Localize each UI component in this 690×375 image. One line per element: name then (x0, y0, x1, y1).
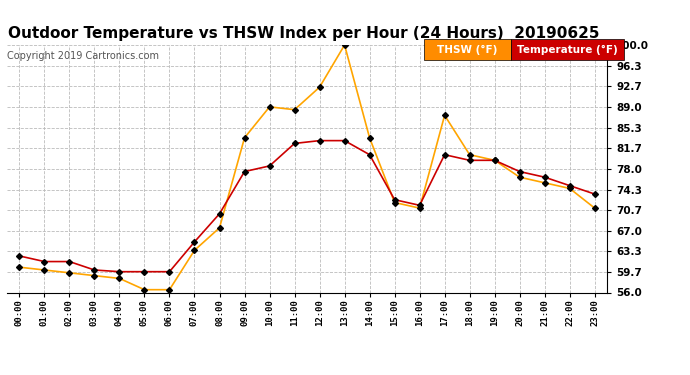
Text: Temperature (°F): Temperature (°F) (517, 45, 618, 55)
Text: Copyright 2019 Cartronics.com: Copyright 2019 Cartronics.com (7, 51, 159, 61)
Text: Outdoor Temperature vs THSW Index per Hour (24 Hours)  20190625: Outdoor Temperature vs THSW Index per Ho… (8, 26, 600, 41)
Text: THSW (°F): THSW (°F) (437, 45, 497, 55)
